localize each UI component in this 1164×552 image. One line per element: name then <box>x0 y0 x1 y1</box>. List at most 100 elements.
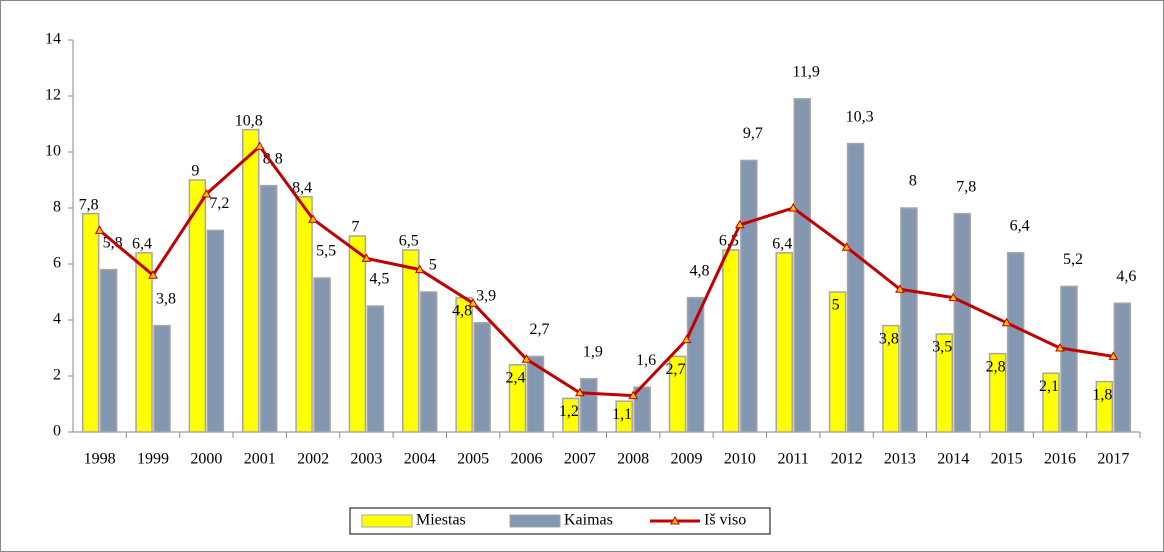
line-marker <box>681 334 692 344</box>
x-tick-label: 2016 <box>1044 451 1076 468</box>
line-marker <box>94 225 105 234</box>
line-marker <box>1001 317 1012 327</box>
y-tick-label: 10 <box>45 143 61 160</box>
line <box>98 144 1114 398</box>
y-tick-label: 12 <box>45 87 61 104</box>
bar <box>668 355 687 433</box>
legend-label: Iš viso <box>704 512 746 529</box>
bar <box>935 333 954 433</box>
data-label: 2,4 <box>505 369 525 386</box>
line-marker <box>201 188 212 198</box>
legend-label: Kaimas <box>564 512 613 529</box>
data-label: 5,5 <box>316 243 336 260</box>
bar <box>81 212 100 433</box>
x-tick-label: 2014 <box>937 451 969 468</box>
x-tick-label: 2017 <box>1097 451 1129 468</box>
data-label: 1,9 <box>583 343 603 360</box>
y-tick-label: 2 <box>53 367 61 384</box>
bar <box>900 207 918 433</box>
x-tick-label: 2002 <box>297 451 329 468</box>
data-label: 4,8 <box>690 262 710 279</box>
data-label: 1,2 <box>559 403 579 420</box>
data-label: 7,8 <box>956 178 976 195</box>
legend: Miestas Kaimas Iš viso <box>349 507 771 535</box>
data-label: 3,5 <box>932 339 952 356</box>
data-label: 10,8 <box>235 112 263 129</box>
data-label: 8,4 <box>292 179 312 196</box>
data-label: 9,7 <box>743 125 763 142</box>
data-label: 6,4 <box>1010 217 1030 234</box>
legend-marker <box>670 515 680 525</box>
data-label: 10,3 <box>846 108 874 125</box>
bar <box>846 142 865 433</box>
bar <box>740 159 758 433</box>
data-label: 3,9 <box>476 287 496 304</box>
data-label: 2,8 <box>986 358 1006 375</box>
data-label: 9 <box>191 163 199 180</box>
y-tick-label: 0 <box>53 423 61 440</box>
bar <box>562 397 580 433</box>
line-marker <box>948 292 959 302</box>
data-label: 6,4 <box>772 235 792 252</box>
x-tick-label: 2008 <box>617 451 649 468</box>
line-marker <box>735 219 745 229</box>
bar <box>295 196 313 433</box>
legend-swatch <box>361 514 413 528</box>
y-tick-label: 6 <box>53 255 61 272</box>
data-label: 7,2 <box>209 195 229 212</box>
y-tick-label: 4 <box>53 311 61 328</box>
bar <box>1095 380 1114 433</box>
data-label: 3,8 <box>879 330 899 347</box>
data-label: 4,8 <box>452 302 472 319</box>
bar <box>793 98 811 433</box>
bar <box>1006 252 1025 433</box>
x-tick-label: 2003 <box>350 451 382 468</box>
x-tick-label: 2005 <box>457 451 489 468</box>
data-label: 7,8 <box>79 196 99 213</box>
x-tick-label: 2009 <box>671 451 703 468</box>
data-label: 2,7 <box>666 361 686 378</box>
data-label: 6,5 <box>399 233 419 250</box>
data-label: 1,8 <box>1092 386 1112 403</box>
bar <box>241 128 260 433</box>
bar <box>1113 302 1132 433</box>
data-label: 6,4 <box>132 235 152 252</box>
line-marker <box>841 242 852 251</box>
bar <box>259 184 278 433</box>
x-tick-label: 1998 <box>84 451 116 468</box>
x-tick-label: 2004 <box>404 451 436 468</box>
data-label: 2,1 <box>1039 378 1059 395</box>
data-label: 1,1 <box>612 406 632 423</box>
line-marker <box>308 214 318 223</box>
x-tick-label: 2011 <box>778 451 809 468</box>
bar <box>99 268 118 433</box>
bar <box>1042 372 1060 433</box>
line-marker <box>1108 351 1119 360</box>
bar <box>508 364 527 433</box>
bar <box>313 277 331 433</box>
data-label: 4,5 <box>369 271 389 288</box>
bar <box>402 249 420 433</box>
line-marker <box>361 253 372 262</box>
bar <box>1060 285 1078 433</box>
bar <box>526 355 545 433</box>
data-label: 5 <box>832 297 840 314</box>
line-marker <box>895 284 905 293</box>
y-tick-label: 14 <box>45 31 61 48</box>
legend-label: Miestas <box>416 512 466 529</box>
data-label: 8 <box>909 173 917 190</box>
x-tick-label: 2013 <box>884 451 916 468</box>
x-tick-label: 2015 <box>991 451 1023 468</box>
line-marker <box>628 390 639 400</box>
bar <box>473 322 491 433</box>
x-tick-label: 2001 <box>244 451 276 468</box>
x-tick-label: 1999 <box>137 451 169 468</box>
bar <box>188 179 207 433</box>
bar <box>988 352 1007 433</box>
data-label: 7 <box>351 219 359 236</box>
bar <box>953 212 972 433</box>
line-marker <box>468 298 478 307</box>
y-tick-label: 8 <box>53 199 61 216</box>
